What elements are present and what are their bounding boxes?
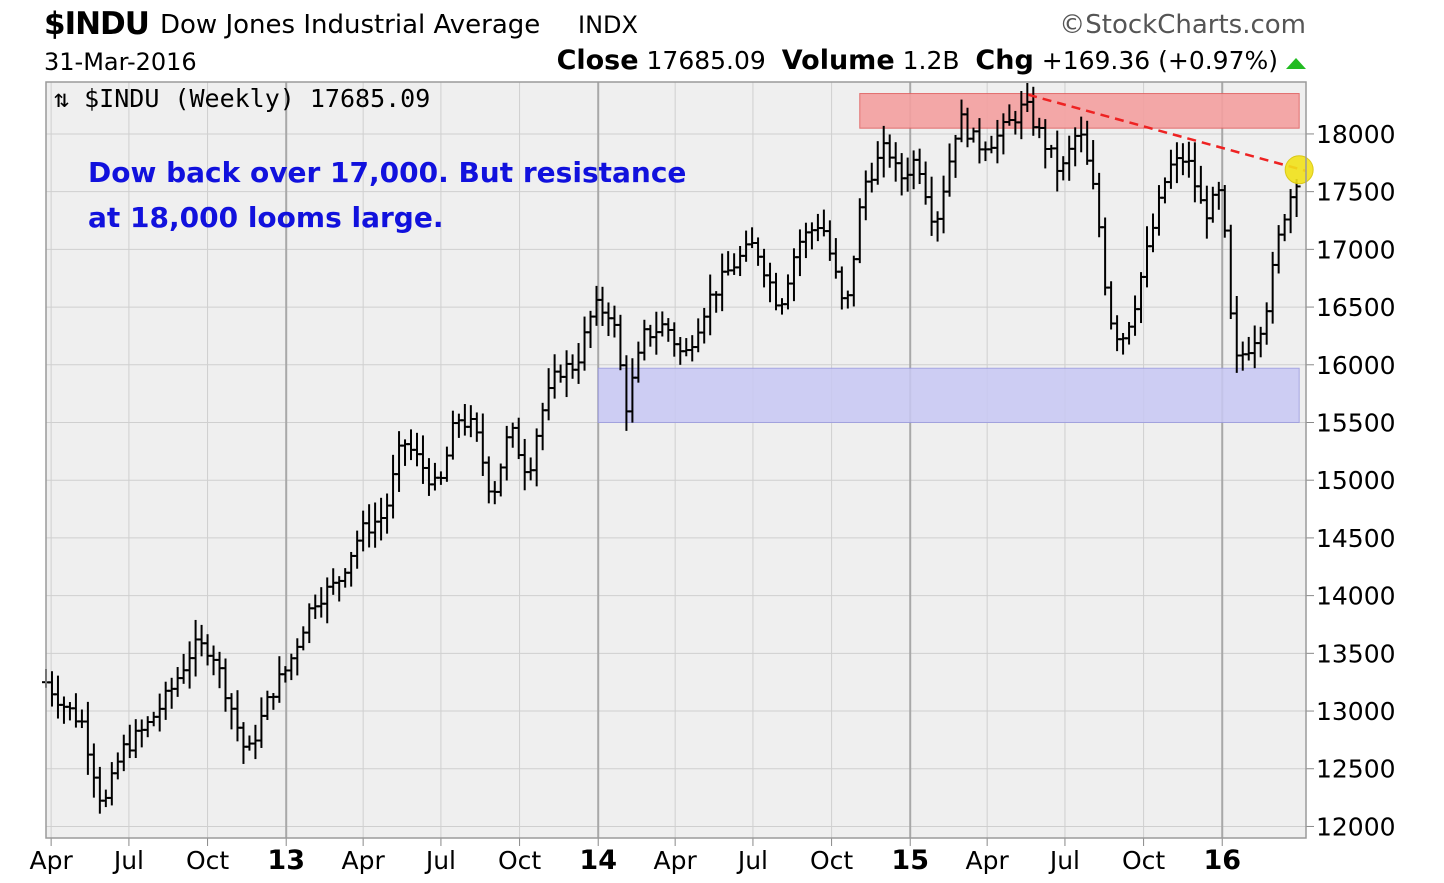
y-tick-label: 12500 bbox=[1316, 755, 1396, 784]
x-tick-label: Jul bbox=[1048, 846, 1080, 875]
resistance-zone bbox=[859, 93, 1300, 129]
ticker-symbol: $INDU bbox=[44, 6, 150, 42]
current-price-marker bbox=[1284, 155, 1314, 185]
series-title: $INDU (Weekly) 17685.09 bbox=[84, 84, 431, 113]
y-tick-label: 18000 bbox=[1316, 120, 1396, 149]
y-tick-label: 16000 bbox=[1316, 351, 1396, 380]
annotation-line-2: at 18,000 looms large. bbox=[88, 201, 444, 234]
up-arrow-icon bbox=[1286, 58, 1306, 69]
y-tick-label: 13000 bbox=[1316, 697, 1396, 726]
y-tick-label: 16500 bbox=[1316, 293, 1396, 322]
y-tick-label: 14500 bbox=[1316, 524, 1396, 553]
x-tick-label: Apr bbox=[966, 846, 1010, 875]
x-tick-label: Oct bbox=[498, 846, 541, 875]
y-tick-label: 12000 bbox=[1316, 812, 1396, 841]
chg-value: +169.36 (+0.97%) bbox=[1041, 46, 1278, 75]
series-label: ⇅ $INDU (Weekly) 17685.09 bbox=[54, 84, 431, 113]
stockcharts-credit: ©StockCharts.com bbox=[1059, 10, 1306, 40]
x-tick-label: 14 bbox=[579, 845, 617, 876]
close-label: Close bbox=[556, 45, 639, 76]
downtrend-line bbox=[1027, 93, 1307, 173]
x-tick-label: Apr bbox=[654, 846, 698, 875]
plot-border bbox=[45, 81, 1307, 839]
x-tick-label: Jul bbox=[736, 846, 768, 875]
support-zone bbox=[597, 367, 1300, 423]
x-tick-label: Oct bbox=[186, 846, 229, 875]
y-tick-label: 15500 bbox=[1316, 408, 1396, 437]
x-tick-label: Jul bbox=[112, 846, 144, 875]
price-stats: Close 17685.09 Volume 1.2B Chg +169.36 (… bbox=[557, 45, 1278, 76]
y-tick-label: 14000 bbox=[1316, 582, 1396, 611]
plot-area bbox=[46, 82, 1306, 838]
x-tick-label: Oct bbox=[1122, 846, 1165, 875]
close-value: 17685.09 bbox=[646, 46, 766, 75]
x-tick-label: 16 bbox=[1203, 845, 1241, 876]
x-tick-label: Apr bbox=[342, 846, 386, 875]
y-tick-label: 17000 bbox=[1316, 235, 1396, 264]
chart-date: 31-Mar-2016 bbox=[44, 48, 197, 76]
annotation-line-1: Dow back over 17,000. But resistance bbox=[88, 156, 687, 189]
exchange-label: INDX bbox=[578, 11, 638, 39]
volume-value: 1.2B bbox=[902, 46, 960, 75]
index-name: Dow Jones Industrial Average bbox=[160, 10, 541, 40]
x-tick-label: 13 bbox=[267, 845, 305, 876]
x-tick-label: Oct bbox=[810, 846, 853, 875]
y-tick-label: 13500 bbox=[1316, 639, 1396, 668]
x-tick-label: 15 bbox=[891, 845, 929, 876]
y-tick-label: 17500 bbox=[1316, 178, 1396, 207]
y-tick-label: 15000 bbox=[1316, 466, 1396, 495]
chg-label: Chg bbox=[975, 45, 1034, 76]
volume-label: Volume bbox=[781, 45, 895, 76]
x-tick-label: Jul bbox=[424, 846, 456, 875]
x-tick-label: Apr bbox=[30, 846, 74, 875]
